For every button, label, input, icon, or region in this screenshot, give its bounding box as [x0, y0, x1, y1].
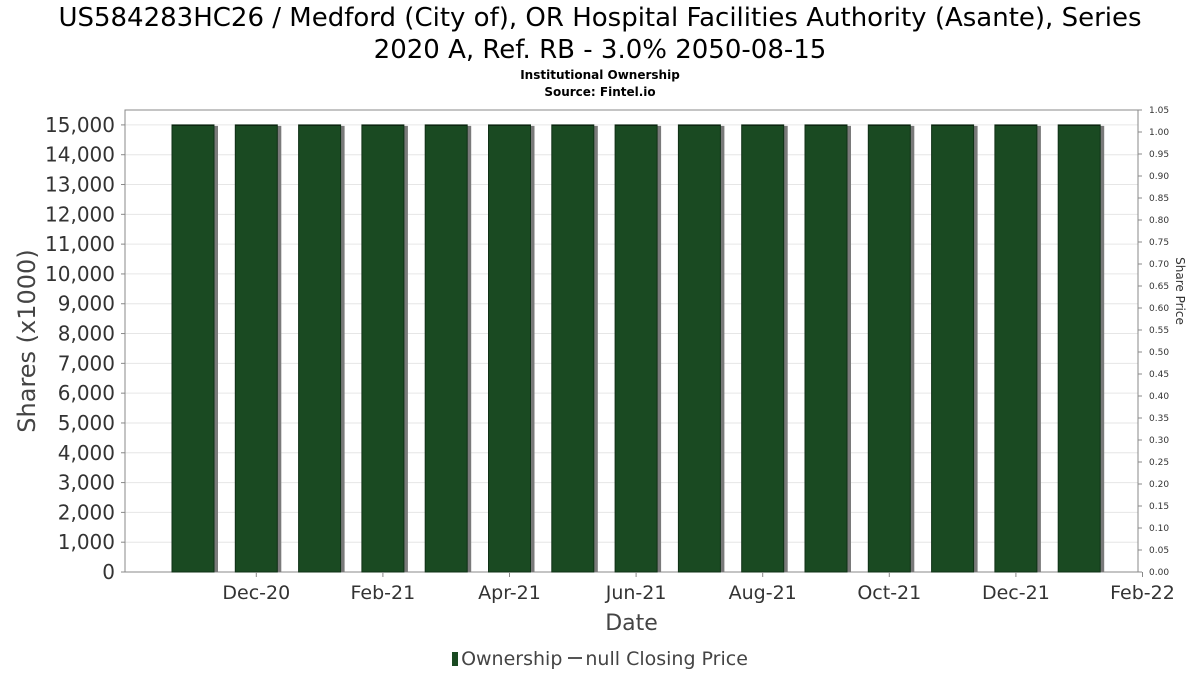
x-tick-label: Dec-20 — [222, 582, 290, 604]
y2-tick-label: 0.10 — [1149, 524, 1169, 534]
x-tick-label: Apr-21 — [478, 582, 541, 604]
x-tick-label: Jun-21 — [605, 582, 667, 604]
y2-tick-label: 0.00 — [1149, 568, 1169, 578]
y2-axis-ticks: 0.00 0.05 0.10 0.15 0.20 0.25 0.30 0.35 0.40 0.45… — [1138, 106, 1169, 578]
ownership-bar — [361, 124, 405, 573]
bar-shadow — [277, 125, 282, 572]
ownership-bar — [677, 124, 721, 573]
x-tick-label: Aug-21 — [729, 582, 797, 604]
y-tick-label: 2,000 — [58, 500, 115, 524]
bar-shadow — [340, 125, 345, 572]
y2-tick-label: 0.20 — [1149, 480, 1169, 490]
ownership-bar — [488, 124, 531, 573]
y-tick-label: 3,000 — [58, 471, 115, 495]
bar-shadow — [973, 125, 978, 572]
y-tick-label: 9,000 — [58, 292, 115, 316]
y2-tick-label: 0.30 — [1149, 436, 1169, 446]
ownership-bar — [171, 124, 215, 573]
legend-price-swatch — [568, 657, 583, 659]
bar-shadow — [403, 125, 408, 572]
legend: Ownership null Closing Price — [0, 648, 1200, 670]
bar-shadow — [214, 125, 218, 572]
y2-tick-label: 0.95 — [1149, 150, 1169, 160]
y2-tick-label: 0.80 — [1149, 216, 1169, 226]
y2-tick-label: 0.50 — [1149, 348, 1169, 358]
y-tick-label: 15,000 — [45, 113, 115, 137]
x-tick-label: Oct-21 — [857, 582, 921, 604]
y2-tick-label: 0.65 — [1149, 282, 1169, 292]
y-tick-label: 14,000 — [45, 143, 115, 167]
ownership-bar — [614, 124, 658, 573]
ownership-bar — [551, 124, 595, 573]
y2-tick-label: 0.90 — [1149, 172, 1169, 182]
ownership-bar — [1057, 124, 1101, 573]
y-axis-ticks: 0 1,000 2,000 3,000 4,000 5,000 6,000 7,000 8,00… — [45, 113, 125, 584]
bar-shadow — [783, 125, 788, 572]
bar-shadow — [530, 125, 535, 572]
ownership-bar — [424, 124, 468, 573]
chart-source: Source: Fintel.io — [544, 85, 656, 99]
y2-tick-label: 0.45 — [1149, 370, 1169, 380]
chart-subtitle: Institutional Ownership — [520, 68, 680, 82]
y-tick-label: 5,000 — [58, 411, 115, 435]
y2-tick-label: 0.05 — [1149, 546, 1169, 556]
y2-tick-label: 0.15 — [1149, 502, 1169, 512]
ownership-bar — [804, 124, 848, 573]
y-tick-label: 0 — [102, 560, 115, 584]
y-tick-label: 13,000 — [45, 173, 115, 197]
chart-title-line-2: 2020 A, Ref. RB - 3.0% 2050-08-15 — [373, 35, 827, 65]
y-tick-label: 10,000 — [45, 262, 115, 286]
legend-price-label: null Closing Price — [585, 648, 748, 670]
bars-group — [171, 124, 1105, 573]
ownership-bar — [298, 124, 342, 573]
y2-tick-label: 0.25 — [1149, 458, 1169, 468]
bar-shadow — [720, 125, 725, 572]
x-tick-label: Feb-21 — [351, 582, 416, 604]
bar-shadow — [1100, 125, 1105, 572]
x-tick-label: Feb-22 — [1110, 582, 1175, 604]
legend-ownership-swatch — [452, 652, 459, 666]
y-tick-label: 1,000 — [58, 530, 115, 554]
y2-tick-label: 0.60 — [1149, 304, 1169, 314]
ownership-bar — [234, 124, 278, 573]
y-tick-label: 4,000 — [58, 441, 115, 465]
y2-tick-label: 0.35 — [1149, 414, 1169, 424]
x-axis-ticks: Dec-20 Feb-21 Apr-21 Jun-21 Aug-21 Oct-21 Dec-… — [222, 572, 1175, 604]
y-axis-label: Shares (x1000) — [13, 249, 41, 432]
y2-tick-label: 1.00 — [1149, 128, 1169, 138]
ownership-bar — [931, 124, 975, 573]
bar-shadow — [593, 125, 598, 572]
bar-shadow — [467, 125, 472, 572]
y-tick-label: 6,000 — [58, 381, 115, 405]
y-tick-label: 12,000 — [45, 202, 115, 226]
legend-ownership-label: Ownership — [461, 648, 563, 670]
y2-axis-label: Share Price — [1173, 257, 1187, 325]
y-tick-label: 11,000 — [45, 232, 115, 256]
ownership-bar — [867, 124, 911, 573]
chart-title-line-1: US584283HC26 / Medford (City of), OR Hos… — [58, 3, 1142, 33]
y2-tick-label: 0.40 — [1149, 392, 1169, 402]
y2-tick-label: 0.70 — [1149, 260, 1169, 270]
ownership-bar — [741, 124, 785, 573]
x-tick-label: Dec-21 — [982, 582, 1050, 604]
bar-shadow — [847, 125, 851, 572]
bar-shadow — [657, 125, 662, 572]
x-axis-label: Date — [605, 611, 658, 636]
y2-tick-label: 1.05 — [1149, 106, 1169, 116]
bar-shadow — [1036, 125, 1041, 572]
y-tick-label: 7,000 — [58, 351, 115, 375]
ownership-bar — [994, 124, 1038, 573]
bar-shadow — [910, 125, 915, 572]
y-tick-label: 8,000 — [58, 322, 115, 346]
y2-tick-label: 0.55 — [1149, 326, 1169, 336]
y2-tick-label: 0.85 — [1149, 194, 1169, 204]
y2-tick-label: 0.75 — [1149, 238, 1169, 248]
